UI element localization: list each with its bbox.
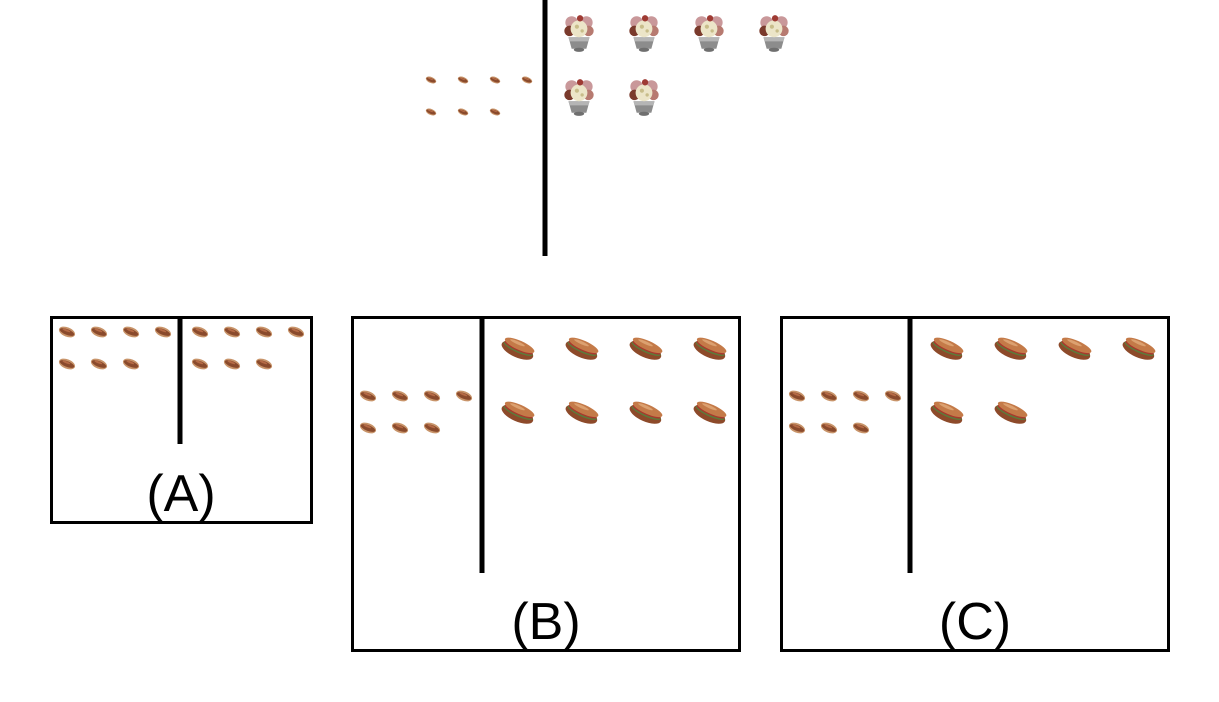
sub-sandwich-icon [499, 336, 538, 362]
hot-dog-icon [851, 388, 871, 404]
hot-dog-icon [454, 388, 474, 404]
hot-dog-icon [424, 107, 438, 117]
option-b-left-group [358, 388, 474, 436]
sub-sandwich-icon [563, 400, 602, 426]
example-left-group [424, 75, 534, 117]
option-b-label: (B) [511, 593, 580, 651]
hot-dog-icon [286, 324, 306, 340]
sub-sandwich-icon [928, 400, 967, 426]
option-a-left-group [57, 324, 173, 372]
sub-sandwich-icon [928, 336, 967, 362]
hot-dog-icon [57, 356, 77, 372]
sub-sandwich-icon [691, 336, 730, 362]
hot-dog-icon [254, 356, 274, 372]
hot-dog-icon [358, 420, 378, 436]
hot-dog-icon [819, 388, 839, 404]
option-c-label: (C) [939, 593, 1011, 651]
hot-dog-icon [787, 420, 807, 436]
hot-dog-icon [787, 388, 807, 404]
option-c[interactable]: (C) [780, 316, 1170, 652]
sub-sandwich-icon [691, 400, 730, 426]
hot-dog-icon [190, 356, 210, 372]
hot-dog-icon [488, 107, 502, 117]
option-a-right-group [190, 324, 306, 372]
ice-cream-sundae-icon [629, 15, 659, 52]
sub-sandwich-icon [992, 336, 1031, 362]
sub-sandwich-icon [627, 400, 666, 426]
ice-cream-sundae-icon [759, 15, 789, 52]
sub-sandwich-icon [499, 400, 538, 426]
option-a-label: (A) [146, 465, 215, 523]
hot-dog-icon [57, 324, 77, 340]
option-a[interactable]: (A) [50, 316, 313, 524]
hot-dog-icon [456, 107, 470, 117]
hot-dog-icon [153, 324, 173, 340]
hot-dog-icon [190, 324, 210, 340]
hot-dog-icon [222, 324, 242, 340]
option-c-frame [780, 316, 1170, 652]
hot-dog-icon [390, 420, 410, 436]
hot-dog-icon [851, 420, 871, 436]
example-figure [424, 0, 789, 256]
hot-dog-icon [89, 356, 109, 372]
hot-dog-icon [390, 388, 410, 404]
hot-dog-icon [422, 420, 442, 436]
sub-sandwich-icon [1056, 336, 1095, 362]
hot-dog-icon [222, 356, 242, 372]
hot-dog-icon [358, 388, 378, 404]
sub-sandwich-icon [627, 336, 666, 362]
hot-dog-icon [520, 75, 534, 85]
option-b[interactable]: (B) [351, 316, 741, 652]
hot-dog-icon [819, 420, 839, 436]
option-c-right-group [928, 336, 1159, 426]
hot-dog-icon [121, 324, 141, 340]
hot-dog-icon [456, 75, 470, 85]
option-b-right-group [499, 336, 730, 426]
ice-cream-sundae-icon [564, 15, 594, 52]
example-right-group [564, 15, 789, 116]
sub-sandwich-icon [1120, 336, 1159, 362]
ice-cream-sundae-icon [694, 15, 724, 52]
hot-dog-icon [488, 75, 502, 85]
option-b-frame [351, 316, 741, 652]
option-c-left-group [787, 388, 903, 436]
hot-dog-icon [883, 388, 903, 404]
sub-sandwich-icon [563, 336, 602, 362]
hot-dog-icon [121, 356, 141, 372]
ice-cream-sundae-icon [564, 79, 594, 116]
hot-dog-icon [424, 75, 438, 85]
option-a-frame [50, 316, 313, 524]
ice-cream-sundae-icon [629, 79, 659, 116]
hot-dog-icon [254, 324, 274, 340]
sub-sandwich-icon [992, 400, 1031, 426]
hot-dog-icon [89, 324, 109, 340]
hot-dog-icon [422, 388, 442, 404]
